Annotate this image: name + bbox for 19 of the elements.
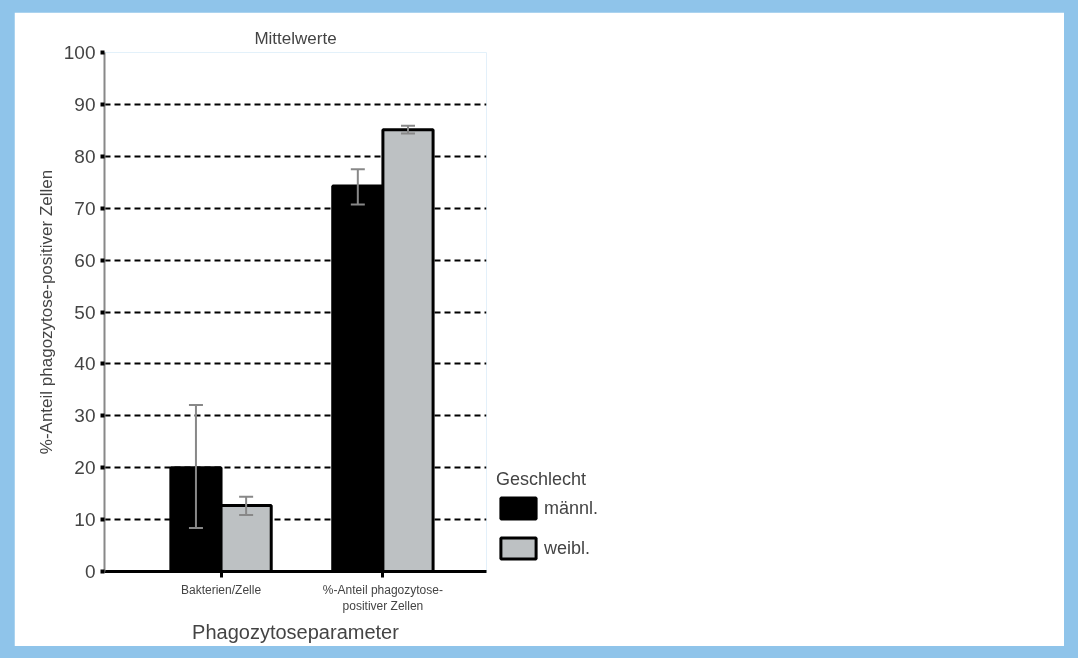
y-tick-label: 30 <box>74 405 96 427</box>
y-tick-label: 50 <box>74 301 96 323</box>
y-tick-label: 90 <box>74 93 96 115</box>
legend-label: weibl. <box>544 537 591 559</box>
y-tick-label: 100 <box>63 42 96 63</box>
x-tick-label: %-Anteil phagozytose- positiver Zellen <box>322 582 443 614</box>
legend-title: Geschlecht <box>496 469 588 490</box>
y-tick-label: 0 <box>84 561 96 582</box>
y-tick-label: 70 <box>74 197 96 219</box>
x-tick-label: Bakterien/Zelle <box>181 582 262 597</box>
x-axis-title: Phagozytoseparameter <box>192 621 400 644</box>
y-tick-label: 40 <box>74 353 96 375</box>
chart-title: Mittelwerte <box>254 28 337 48</box>
y-tick-label: 80 <box>74 145 96 167</box>
y-tick-label: 10 <box>74 509 96 531</box>
y-axis-title: %-Anteil phagozytose-positiver Zellen <box>36 169 56 455</box>
y-tick-label: 20 <box>74 457 96 479</box>
y-tick-label: 60 <box>74 249 96 271</box>
legend-label: männl. <box>544 497 599 519</box>
